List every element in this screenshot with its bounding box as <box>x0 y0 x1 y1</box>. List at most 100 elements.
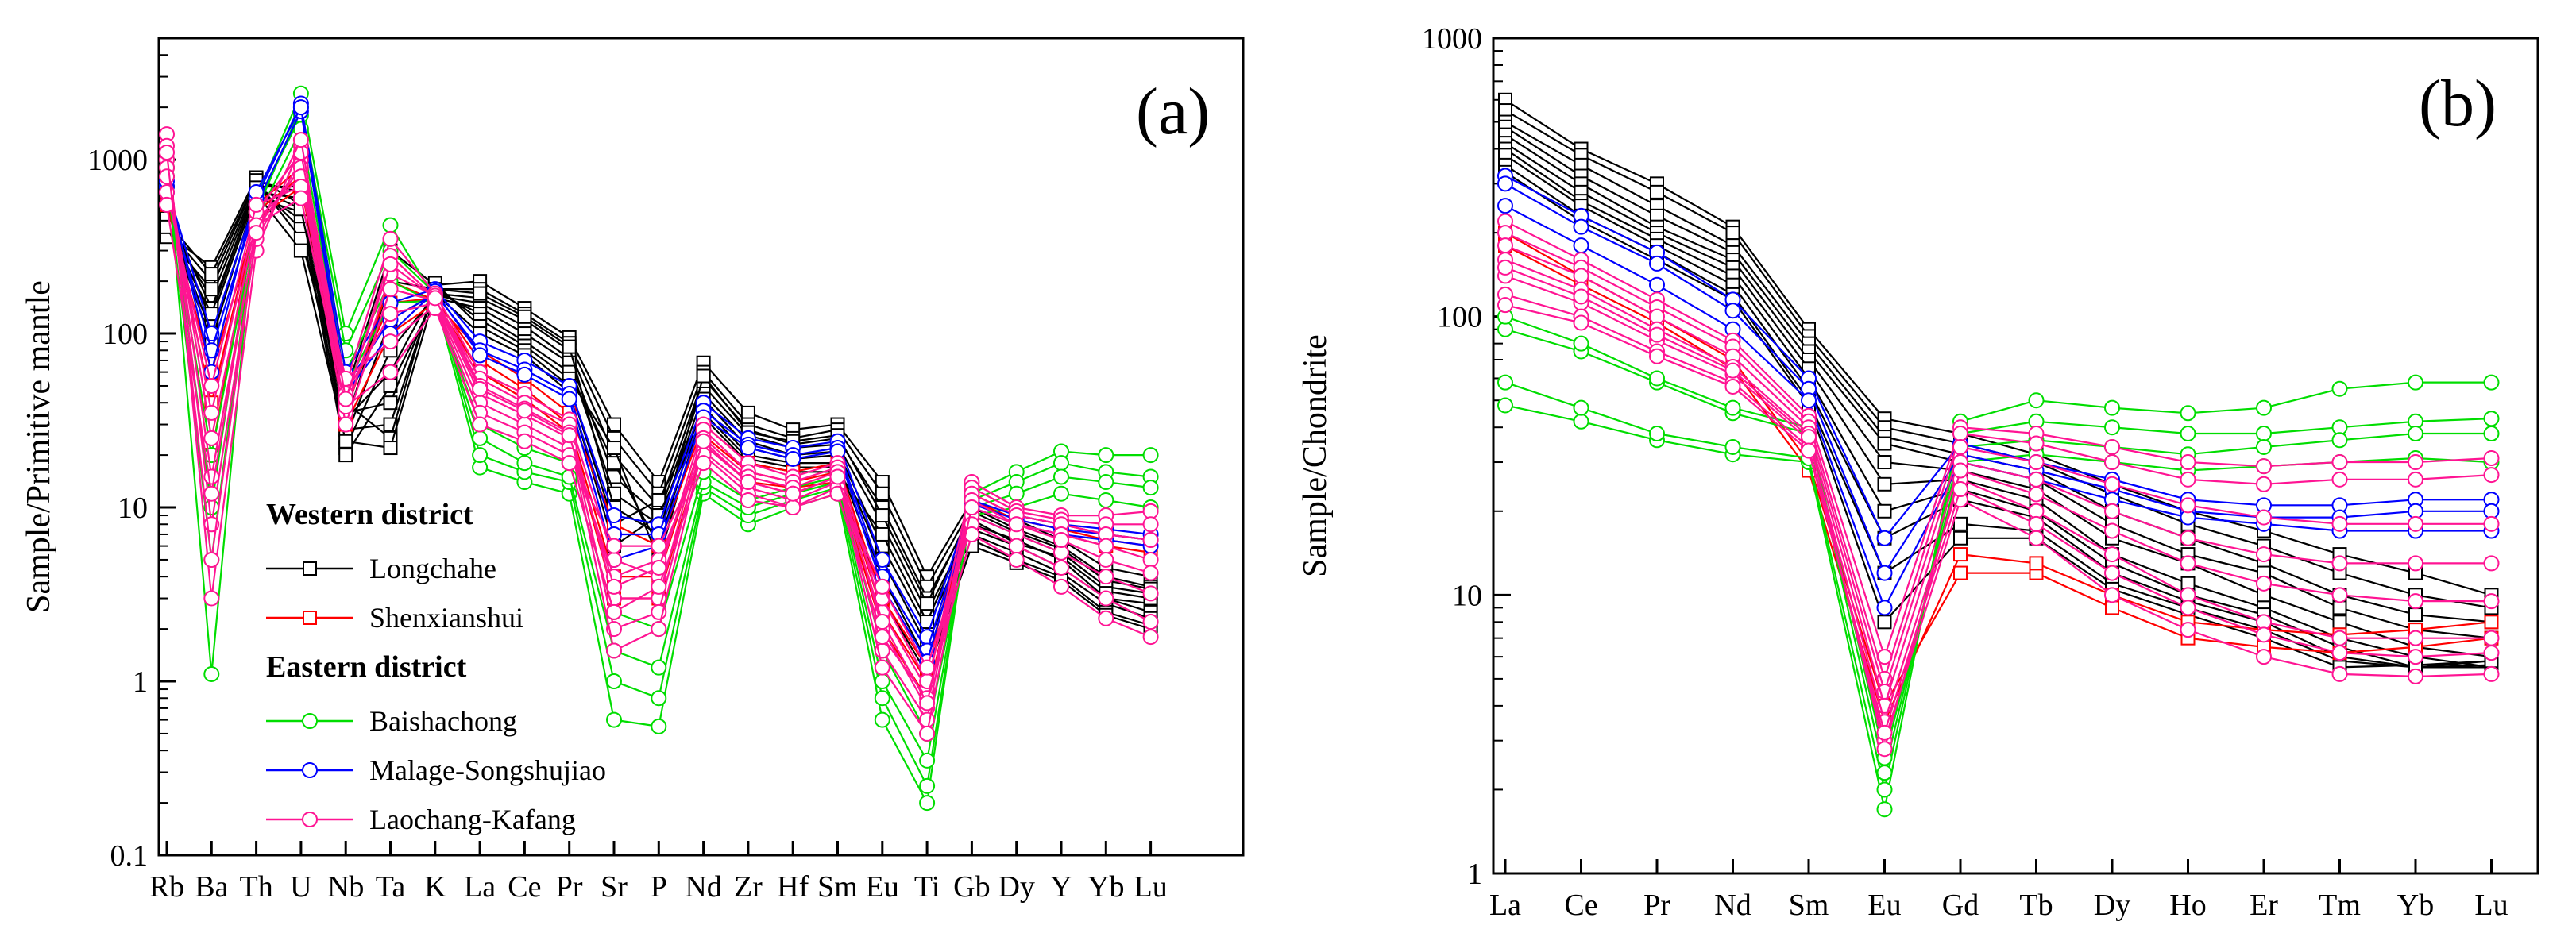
data-point <box>2483 411 2500 427</box>
data-point <box>2483 374 2500 391</box>
data-point <box>785 450 801 467</box>
series-malage-songshujiao <box>1497 168 2500 616</box>
series-line <box>1504 275 2492 726</box>
data-point <box>874 551 890 568</box>
x-tick-label: Ho <box>2169 889 2206 922</box>
data-point <box>2104 454 2120 471</box>
data-point <box>964 499 980 516</box>
data-point <box>1098 590 1114 607</box>
data-point <box>651 578 667 595</box>
series-laochang-kafang <box>159 126 1159 742</box>
data-point <box>2483 630 2500 646</box>
data-point <box>2104 399 2120 416</box>
data-point <box>2256 399 2272 416</box>
data-point <box>159 196 175 213</box>
data-point <box>1573 399 1589 416</box>
data-point <box>1876 724 1893 741</box>
data-point <box>651 690 667 707</box>
legend-marker <box>303 611 317 625</box>
data-point <box>2331 665 2348 682</box>
data-point <box>2180 497 2196 514</box>
data-point <box>875 486 890 501</box>
data-point <box>1650 184 1664 199</box>
series-line <box>1504 259 2492 709</box>
data-point <box>203 485 220 502</box>
data-point <box>472 380 489 397</box>
data-point <box>740 492 756 508</box>
data-point <box>2029 556 2044 571</box>
data-point <box>2483 645 2500 661</box>
data-point <box>472 447 489 464</box>
x-tick-label: Ce <box>508 870 541 904</box>
data-point <box>1142 585 1159 602</box>
data-point <box>607 441 621 456</box>
data-point <box>516 366 533 383</box>
data-point <box>516 455 533 472</box>
series-line <box>1504 183 2492 575</box>
data-point <box>2180 471 2196 488</box>
data-point <box>1098 447 1114 464</box>
data-point <box>2104 503 2120 519</box>
x-tick-label: Ce <box>1564 889 1597 922</box>
legend: Western district Longchahe Shenxianshui Eas… <box>266 498 606 835</box>
data-point <box>382 306 399 322</box>
data-point <box>1053 468 1069 485</box>
data-point <box>651 559 667 576</box>
data-point <box>1573 237 1589 254</box>
data-point <box>2028 486 2045 503</box>
data-point <box>829 468 846 485</box>
x-tick-label: Sm <box>817 870 858 904</box>
data-point <box>1142 447 1159 464</box>
x-tick-label: Er <box>2250 889 2278 922</box>
y-tick-label: 0.1 <box>110 839 149 873</box>
x-tick-label: Eu <box>1867 889 1901 922</box>
data-point <box>1952 462 1968 479</box>
data-point <box>1801 429 1817 445</box>
data-point <box>2331 515 2348 532</box>
data-point <box>159 144 175 160</box>
data-point <box>2256 626 2272 643</box>
data-point <box>1876 801 1893 818</box>
x-tick-label: U <box>290 870 311 904</box>
data-point <box>383 441 398 456</box>
data-point <box>1053 485 1069 502</box>
series-line <box>1504 328 2492 773</box>
data-point <box>1877 615 1892 630</box>
data-point <box>338 448 353 463</box>
x-tick-label: Ba <box>195 870 228 904</box>
data-point <box>2483 467 2500 484</box>
data-point <box>1952 481 1968 498</box>
data-point <box>919 695 936 711</box>
data-point <box>875 508 890 523</box>
panel-a-ylabel: Sample/Primitive mantle <box>21 280 57 613</box>
data-point <box>248 196 265 213</box>
data-point <box>964 526 980 542</box>
data-point <box>2483 515 2500 532</box>
panel-a-label: (a) <box>1136 75 1210 148</box>
x-tick-label: Nb <box>327 870 364 904</box>
data-point <box>248 225 265 241</box>
data-point <box>1098 610 1114 626</box>
data-point <box>1497 259 1513 276</box>
x-tick-label: La <box>464 870 496 904</box>
data-point <box>2331 630 2348 646</box>
data-point <box>204 267 219 282</box>
data-point <box>2256 458 2272 475</box>
data-point <box>1876 565 1893 581</box>
data-point <box>2483 593 2500 610</box>
x-tick-label: Tb <box>2019 889 2053 922</box>
legend-heading: Eastern district <box>266 650 467 684</box>
data-point <box>1008 551 1025 568</box>
data-point <box>2408 593 2423 610</box>
data-point <box>427 290 443 307</box>
data-point <box>919 725 936 742</box>
data-point <box>606 642 622 659</box>
data-point <box>919 752 936 769</box>
data-point <box>293 231 308 246</box>
data-point <box>2408 374 2423 391</box>
panel-b-label: (b) <box>2419 67 2497 141</box>
x-tick-label: Lu <box>1134 870 1167 904</box>
data-point <box>1142 516 1159 533</box>
series-line <box>1504 220 2492 660</box>
